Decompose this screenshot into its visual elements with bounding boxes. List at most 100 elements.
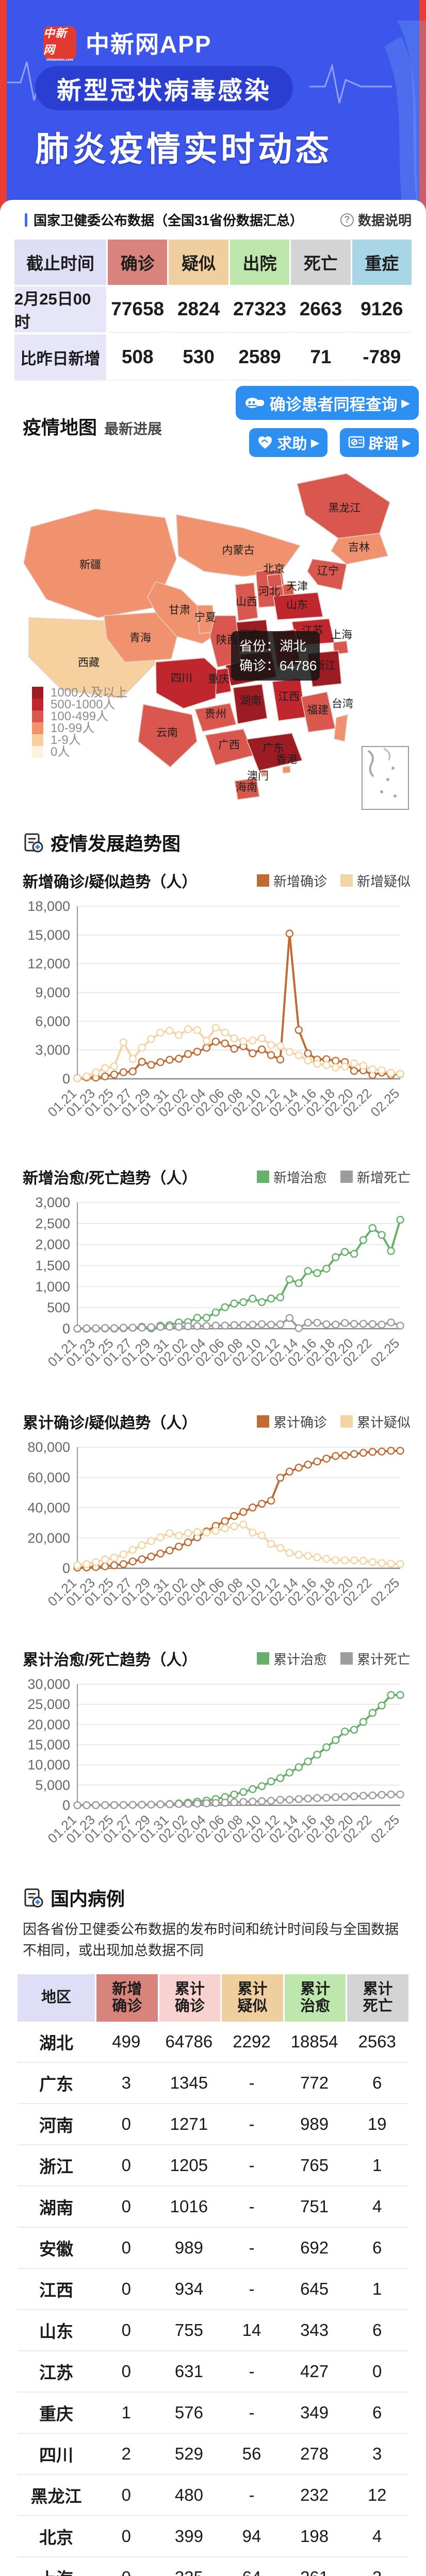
- province-value: 576: [174, 2403, 203, 2422]
- province-value: 631: [174, 2362, 203, 2381]
- province-value: 499: [112, 2032, 141, 2051]
- map-legend-label: 100-499人: [51, 709, 108, 723]
- map-province-shape[interactable]: [194, 703, 237, 732]
- map-province-label: 广西: [218, 739, 240, 751]
- province-value: 0: [121, 2114, 131, 2133]
- map-legend-label: 0人: [51, 745, 70, 759]
- domestic-header-cell: 累计 死亡: [347, 1974, 408, 2022]
- chart-total-cured-death: 累计治愈/死亡趋势（人） 累计治愈 累计死亡 0 5,000 10,000 15,000…: [0, 1647, 426, 1871]
- logo-text: 中新网: [43, 26, 68, 56]
- province-value: 755: [174, 2320, 203, 2340]
- map-legend-swatch: [32, 710, 43, 722]
- province-value: 2: [121, 2444, 131, 2463]
- data-help-link[interactable]: ? 数据说明: [340, 210, 412, 229]
- province-value: 64: [220, 2557, 283, 2576]
- map-province-shape[interactable]: [331, 533, 389, 565]
- province-name: 安徽: [39, 2240, 73, 2259]
- map-province-shape[interactable]: [155, 657, 217, 709]
- map-province-shape[interactable]: [234, 777, 260, 800]
- map-province-shape[interactable]: [233, 684, 268, 724]
- province-value: 0: [121, 2362, 131, 2381]
- heart-hands-icon: [257, 435, 273, 450]
- summary-table: 截止时间 确诊 疑似 出院 死亡 重症 2月25日00时 77658 2824 27323 2663…: [14, 240, 412, 381]
- map-province-shape[interactable]: [282, 766, 291, 774]
- map-province-label: 新疆: [79, 559, 101, 571]
- table-row: 江苏 0 631 - 427 0: [18, 2351, 408, 2393]
- map-province-label: 云南: [156, 727, 178, 739]
- legend-swatch: [340, 1415, 353, 1428]
- province-value: 0: [372, 2362, 382, 2381]
- svg-text:80,000: 80,000: [27, 1439, 70, 1455]
- legend-swatch: [340, 1652, 353, 1665]
- map-province-shape[interactable]: [273, 592, 323, 620]
- help-request-button[interactable]: 求助 ▶: [249, 428, 327, 457]
- province-value: 645: [300, 2279, 329, 2298]
- map-province-label: 黑龙江: [329, 502, 361, 514]
- domestic-header-cell: 累计 确诊: [159, 1974, 221, 2022]
- map-province-shape[interactable]: [260, 770, 267, 777]
- svg-text:15,000: 15,000: [27, 1737, 70, 1753]
- summary-row-label: 2月25日00时: [14, 286, 106, 333]
- map-legend-swatch: [32, 746, 43, 758]
- svg-text:1,000: 1,000: [35, 1279, 70, 1294]
- trend-section-heading: 疫情发展趋势图: [0, 816, 426, 856]
- map-province-shape[interactable]: [267, 573, 283, 588]
- map-province-label: 福建: [307, 704, 329, 716]
- summary-value-cell: -789: [352, 334, 412, 381]
- rumor-refute-button[interactable]: 辟谣 ▶: [339, 428, 419, 457]
- province-value: 278: [300, 2444, 329, 2463]
- domestic-cases-table: 地区 新增 确诊 累计 确诊 累计 疑似 累计 治愈 累计 死亡 湖北 499 64786 2292 188…: [18, 1974, 408, 2576]
- legend-swatch: [256, 874, 269, 887]
- map-province-shape[interactable]: [307, 558, 347, 590]
- map-province-label: 宁夏: [194, 612, 216, 623]
- province-value: 3: [346, 2557, 408, 2576]
- province-value: 1016: [170, 2197, 208, 2216]
- table-row: 浙江 0 1205 - 765 1: [18, 2145, 408, 2187]
- province-value: 343: [300, 2320, 329, 2340]
- legend-item: 累计疑似: [340, 1412, 411, 1431]
- chart-title: 累计确诊/疑似趋势（人）: [23, 1415, 198, 1432]
- svg-text:0: 0: [62, 1798, 70, 1813]
- province-value: 772: [300, 2073, 329, 2092]
- svg-text:2,000: 2,000: [35, 1237, 70, 1252]
- south-china-sea-inset: [362, 746, 409, 810]
- province-value: 2292: [233, 2032, 271, 2051]
- map-province-shape[interactable]: [334, 714, 348, 742]
- legend-item: 新增确诊: [256, 871, 327, 890]
- summary-header-cell: 确诊: [108, 240, 168, 285]
- svg-text:15,000: 15,000: [27, 927, 70, 943]
- province-value: 989: [300, 2114, 329, 2133]
- summary-value-cell: 530: [169, 334, 228, 381]
- map-title: 疫情地图: [23, 417, 97, 438]
- data-source-bar: 国家卫健委公布数据（全国31省份数据汇总） ? 数据说明: [0, 200, 426, 232]
- svg-text:25,000: 25,000: [27, 1697, 70, 1712]
- map-province-label: 江西: [278, 691, 300, 703]
- chart-legend: 新增治愈 新增死亡: [243, 1167, 411, 1187]
- svg-text:3,000: 3,000: [35, 1195, 70, 1210]
- legend-item: 新增疑似: [340, 871, 411, 890]
- svg-text:2,500: 2,500: [35, 1216, 70, 1231]
- map-province-shape[interactable]: [235, 582, 258, 621]
- map-legend-label: 1-9人: [51, 733, 81, 747]
- map-province-label: 山东: [286, 599, 308, 611]
- map-section-heading: 疫情地图 最新进展: [23, 413, 162, 457]
- domestic-header-cell: 累计 疑似: [222, 1974, 283, 2022]
- province-value: 1: [121, 2403, 131, 2422]
- province-name: 河南: [39, 2116, 73, 2135]
- table-row: 湖南 0 1016 - 751 4: [18, 2187, 408, 2228]
- map-province-shape[interactable]: [245, 733, 303, 771]
- province-value: 1: [372, 2279, 382, 2298]
- map-legend-swatch: [32, 722, 43, 734]
- same-trip-query-button[interactable]: 确诊患者同程查询 ▶: [235, 386, 419, 420]
- province-value: -: [249, 2403, 255, 2422]
- map-province-shape[interactable]: [138, 704, 198, 768]
- province-name: 北京: [39, 2528, 73, 2547]
- app-banner: 中新网 chinanews.com 中新网APP 新型冠状病毒感染 肺炎疫情实时…: [0, 0, 426, 212]
- summary-value-cell: 77658: [108, 286, 168, 333]
- svg-text:500: 500: [47, 1300, 70, 1315]
- table-row: 黑龙江 0 480 - 232 12: [18, 2475, 408, 2516]
- summary-value-cell: 2663: [291, 286, 351, 333]
- map-province-label: 广东: [263, 742, 284, 754]
- domestic-section-title: 国内病例: [51, 1888, 125, 1909]
